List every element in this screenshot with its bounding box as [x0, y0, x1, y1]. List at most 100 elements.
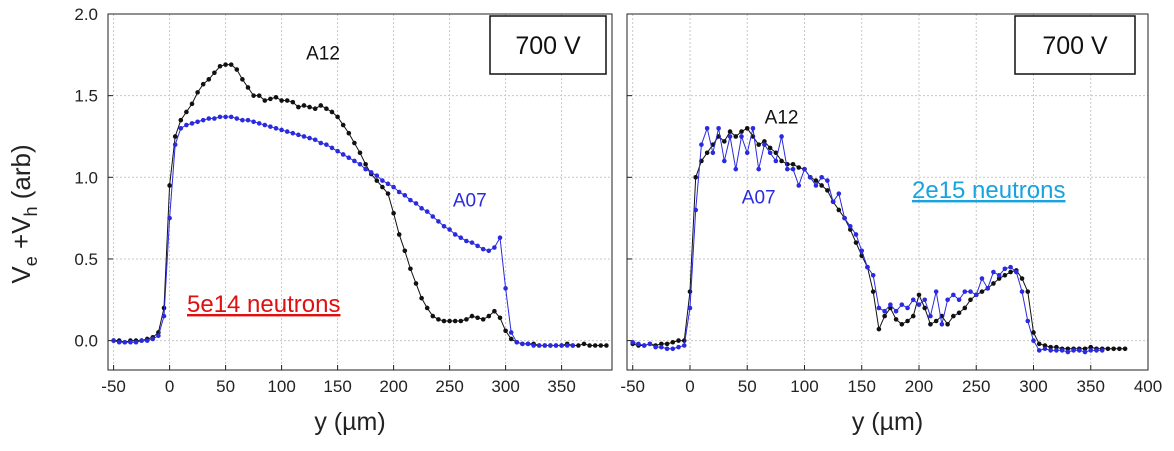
- data-point-A07: [111, 338, 116, 343]
- data-point-A07: [1031, 338, 1036, 343]
- data-point-A12: [223, 62, 228, 67]
- data-point-A12: [173, 134, 178, 139]
- data-point-A07: [1014, 270, 1019, 275]
- data-point-A07: [207, 116, 212, 121]
- data-point-A12: [587, 343, 592, 348]
- data-point-A12: [403, 248, 408, 253]
- series-annotation: A07: [453, 191, 487, 212]
- x-tick-label: 150: [848, 377, 876, 396]
- y-tick-label: 2.0: [74, 5, 98, 24]
- data-point-A07: [453, 232, 458, 237]
- data-point-A12: [498, 315, 503, 320]
- data-point-A07: [837, 191, 842, 196]
- x-tick-label: 0: [685, 377, 694, 396]
- data-point-A12: [459, 319, 464, 324]
- data-point-A12: [167, 183, 172, 188]
- data-point-A07: [819, 175, 824, 180]
- data-point-A07: [1083, 350, 1088, 355]
- data-point-A07: [515, 340, 520, 345]
- data-point-A12: [1020, 276, 1025, 281]
- data-point-A07: [682, 343, 687, 348]
- series-annotation: A12: [765, 107, 799, 128]
- data-point-A07: [218, 115, 223, 120]
- data-point-A07: [319, 141, 324, 146]
- data-point-A12: [212, 70, 217, 75]
- data-point-A07: [167, 216, 172, 221]
- x-tick-label: 250: [962, 377, 990, 396]
- x-tick-label: -50: [620, 377, 645, 396]
- data-point-A12: [319, 103, 324, 108]
- x-tick-label: 250: [435, 377, 463, 396]
- data-point-A07: [134, 340, 139, 345]
- data-point-A07: [436, 219, 441, 224]
- data-point-A07: [447, 227, 452, 232]
- data-point-A12: [324, 106, 329, 111]
- data-point-A07: [229, 115, 234, 120]
- data-point-A07: [151, 337, 156, 342]
- data-point-A12: [503, 329, 508, 334]
- data-point-A12: [240, 77, 245, 82]
- data-point-A12: [313, 106, 318, 111]
- data-point-A12: [917, 293, 922, 298]
- data-point-A07: [705, 126, 710, 131]
- data-point-A12: [218, 64, 223, 69]
- data-point-A07: [888, 302, 893, 307]
- data-point-A07: [358, 162, 363, 167]
- data-point-A07: [716, 126, 721, 131]
- data-point-A07: [123, 340, 128, 345]
- data-point-A07: [201, 118, 206, 123]
- data-point-A07: [554, 343, 559, 348]
- data-point-A12: [296, 105, 301, 110]
- data-point-A07: [728, 134, 733, 139]
- data-point-A07: [503, 286, 508, 291]
- x-tick-label: 150: [323, 377, 351, 396]
- data-point-A12: [934, 319, 939, 324]
- data-point-A07: [1094, 348, 1099, 353]
- x-axis-title: y (µm): [852, 408, 923, 436]
- series-line-A12: [633, 128, 1125, 348]
- data-point-A07: [251, 119, 256, 124]
- y-tick-label: 1.5: [74, 87, 98, 106]
- data-point-A07: [751, 126, 756, 131]
- data-point-A07: [498, 235, 503, 240]
- data-point-A07: [526, 342, 531, 347]
- x-tick-label: 100: [790, 377, 818, 396]
- data-point-A12: [951, 314, 956, 319]
- x-tick-label: 0: [165, 377, 174, 396]
- data-point-A12: [235, 67, 240, 72]
- data-point-A07: [768, 151, 773, 156]
- data-point-A07: [802, 167, 807, 172]
- data-point-A07: [335, 149, 340, 154]
- data-point-A12: [246, 85, 251, 90]
- data-point-A07: [791, 167, 796, 172]
- data-point-A12: [408, 266, 413, 271]
- data-point-A07: [831, 199, 836, 204]
- data-point-A12: [796, 165, 801, 170]
- data-point-A07: [156, 333, 161, 338]
- data-point-A12: [728, 129, 733, 134]
- data-point-A12: [251, 93, 256, 98]
- data-point-A07: [195, 119, 200, 124]
- data-point-A07: [571, 343, 576, 348]
- data-point-A12: [229, 62, 234, 67]
- data-point-A12: [854, 240, 859, 245]
- data-point-A12: [391, 211, 396, 216]
- series-annotation: A07: [742, 187, 776, 208]
- data-point-A07: [464, 239, 469, 244]
- data-point-A07: [257, 121, 262, 126]
- data-point-A07: [1071, 348, 1076, 353]
- data-point-A12: [453, 319, 458, 324]
- data-point-A07: [968, 289, 973, 294]
- data-point-A07: [985, 286, 990, 291]
- data-point-A12: [335, 115, 340, 120]
- data-point-A07: [894, 309, 899, 314]
- data-point-A07: [330, 146, 335, 151]
- data-point-A07: [223, 115, 228, 120]
- data-point-A12: [693, 175, 698, 180]
- data-point-A07: [531, 343, 536, 348]
- data-point-A07: [1048, 348, 1053, 353]
- data-point-A12: [968, 297, 973, 302]
- data-point-A07: [246, 118, 251, 123]
- x-tick-label: 200: [379, 377, 407, 396]
- data-point-A07: [917, 302, 922, 307]
